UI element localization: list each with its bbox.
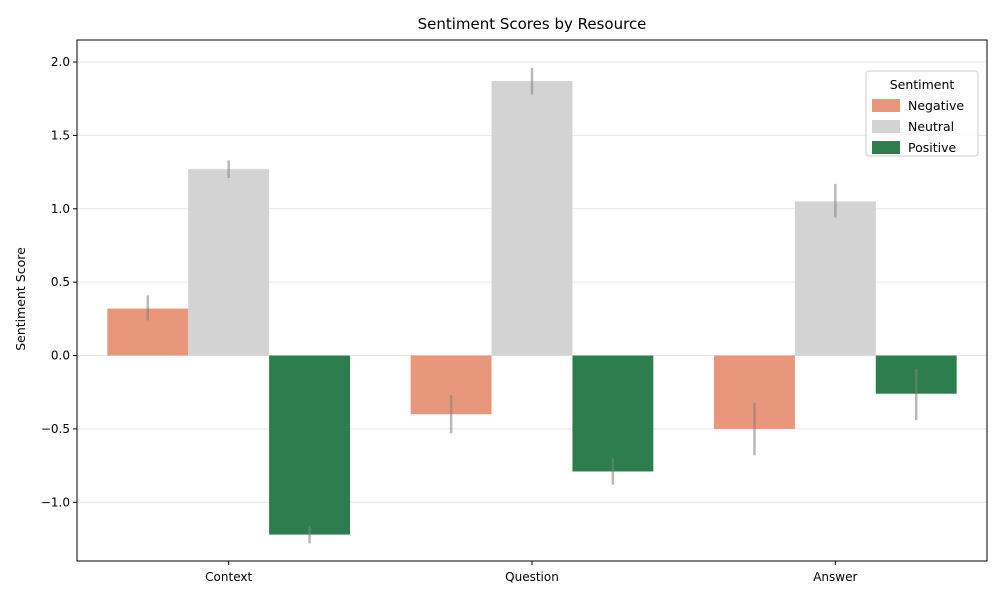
axes-frame [76, 39, 988, 562]
y-tick-label: −1.0 [41, 495, 70, 509]
legend-label: Negative [908, 98, 964, 113]
x-tick-label: Question [505, 570, 559, 584]
legend-label: Positive [908, 140, 956, 155]
legend-swatch [872, 141, 900, 154]
y-tick-label: 0.5 [51, 275, 70, 289]
error-bars [146, 67, 918, 544]
bars [107, 81, 957, 535]
y-tick-label: 0.0 [51, 349, 70, 363]
bar [269, 355, 350, 535]
bar [491, 81, 573, 356]
y-tick-label: 2.0 [51, 55, 70, 69]
x-tick-label: Context [205, 570, 252, 584]
axes: −1.0 −0.5 0.0 0.5 1.0 1.5 2.0 Context Question An… [41, 39, 988, 584]
bar [794, 201, 876, 356]
y-tick-label: 1.5 [51, 128, 70, 142]
y-tick-label: 1.0 [51, 202, 70, 216]
y-tick-label: −0.5 [41, 422, 70, 436]
chart-title: Sentiment Scores by Resource [418, 15, 647, 33]
bar [188, 169, 270, 356]
legend-label: Neutral [908, 119, 954, 134]
legend-swatch [872, 99, 900, 112]
legend-frame [865, 70, 979, 157]
legend: Sentiment Negative Neutral Positive [865, 70, 979, 157]
legend-title: Sentiment [890, 77, 955, 92]
bar [572, 355, 654, 472]
y-axis-label: Sentiment Score [13, 247, 28, 351]
legend-swatch [872, 120, 900, 133]
x-tick-label: Answer [813, 570, 857, 584]
